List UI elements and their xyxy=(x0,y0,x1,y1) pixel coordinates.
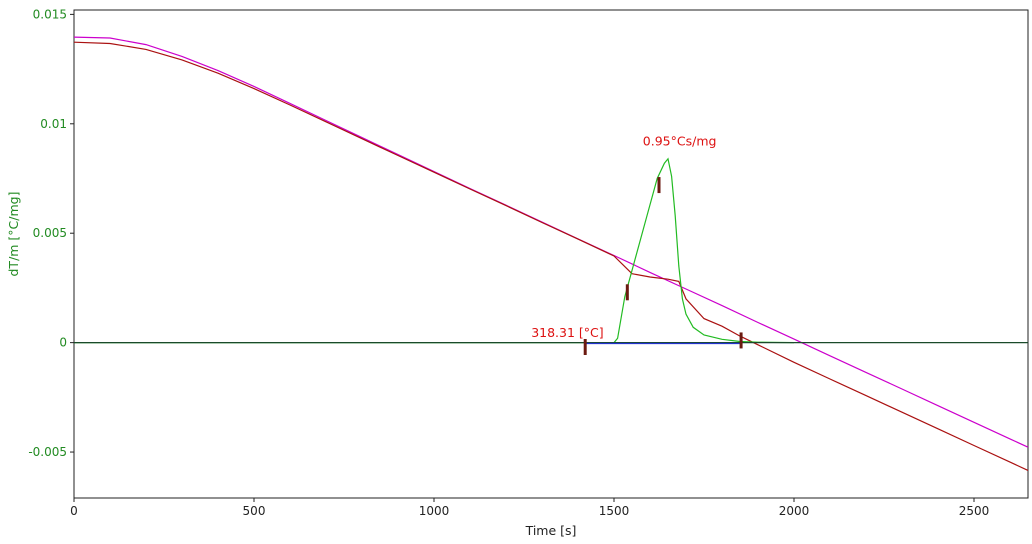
series-line-2 xyxy=(73,41,1029,471)
peak-marker xyxy=(583,339,587,356)
y-tick-label: 0.01 xyxy=(40,117,67,131)
marker-group xyxy=(583,177,743,356)
x-tick-label: 1500 xyxy=(599,504,630,518)
annotation-group: 318.31 [°C] 0.95°Cs/mg xyxy=(531,134,716,340)
x-tick-label: 2500 xyxy=(959,504,990,518)
plot-area xyxy=(73,9,1029,499)
y-axis: 0.015 0.01 0.005 0 -0.005 xyxy=(28,7,74,459)
y-tick-label: 0 xyxy=(59,336,67,350)
annotation-label: 318.31 [°C] xyxy=(531,325,603,340)
y-axis-label: dT/m [°C/mg] xyxy=(6,192,21,277)
peak-marker xyxy=(657,177,661,194)
annotation-label: 0.95°Cs/mg xyxy=(643,134,717,149)
y-tick-label: 0.005 xyxy=(33,226,67,240)
x-tick-label: 1000 xyxy=(419,504,450,518)
x-tick-label: 2000 xyxy=(779,504,810,518)
x-axis-label: Time [s] xyxy=(525,523,577,538)
y-tick-label: -0.005 xyxy=(28,445,67,459)
peak-marker xyxy=(739,332,743,349)
x-tick-label: 0 xyxy=(70,504,78,518)
y-tick-label: 0.015 xyxy=(33,7,67,21)
peak-marker xyxy=(625,284,629,301)
x-axis: 0 500 1000 1500 2000 2500 xyxy=(70,498,989,518)
x-tick-label: 500 xyxy=(243,504,266,518)
